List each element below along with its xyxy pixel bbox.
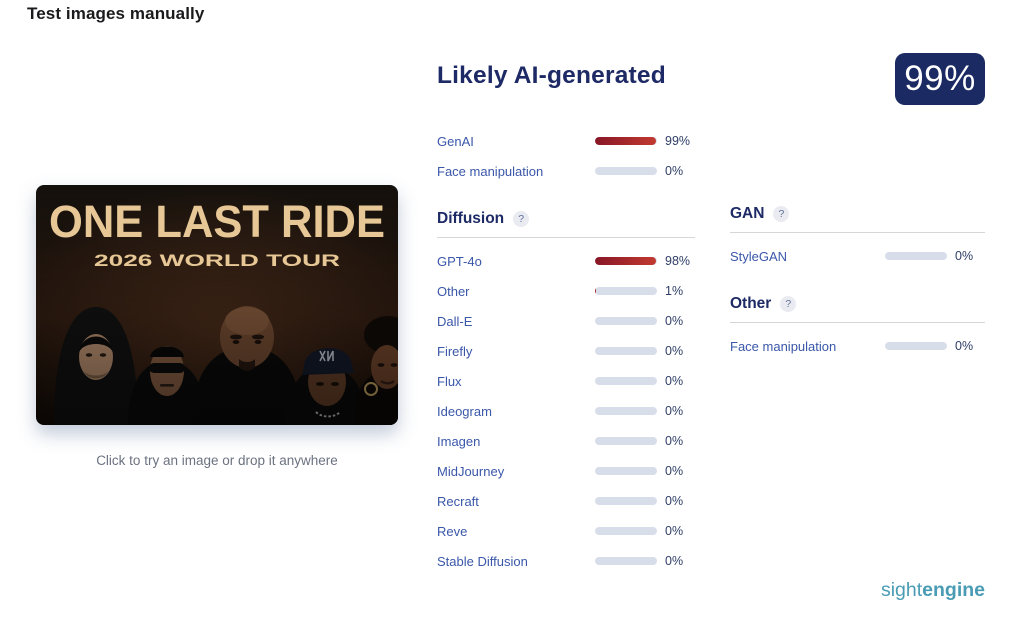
score-row-reve: Reve 0% <box>437 516 695 546</box>
score-percent: 0% <box>665 314 684 328</box>
score-bar <box>595 347 657 355</box>
sightengine-logo[interactable]: sightengine <box>881 579 985 602</box>
poster-subtitle-text: 2026 WORLD TOUR <box>94 251 340 270</box>
section-header-other: Other ? <box>730 295 985 323</box>
score-bar <box>595 527 657 535</box>
score-percent: 0% <box>665 554 684 568</box>
model-label: Firefly <box>437 343 473 359</box>
verdict-heading: Likely AI-generated <box>437 62 666 89</box>
other-score-rows: Face manipulation 0% <box>730 331 985 361</box>
score-bar <box>595 287 657 295</box>
uploaded-image-preview[interactable]: ONE LAST RIDE 2026 WORLD TOUR <box>36 185 398 425</box>
score-bar-fill <box>595 257 656 265</box>
model-label: Reve <box>437 523 468 539</box>
score-percent: 0% <box>955 249 974 263</box>
image-uploader-dropzone[interactable]: ONE LAST RIDE 2026 WORLD TOUR Click to t… <box>36 185 398 468</box>
score-row-firefly: Firefly 0% <box>437 336 695 366</box>
score-bar <box>885 252 947 260</box>
score-row-genai: GenAI 99% <box>437 126 695 156</box>
score-bar <box>595 497 657 505</box>
score-bar <box>595 377 657 385</box>
results-panel-right: GAN ? StyleGAN 0% Other ? Face manipulati… <box>730 205 985 361</box>
section-header-gan: GAN ? <box>730 205 985 233</box>
section-gan: GAN ? StyleGAN 0% <box>730 205 985 271</box>
model-label: Imagen <box>437 433 481 449</box>
score-percent: 98% <box>665 254 691 268</box>
results-panel: Likely AI-generated GenAI 99% Face manipul… <box>437 62 695 576</box>
logo-text-light: sight <box>880 579 923 601</box>
score-percent: 0% <box>665 344 684 358</box>
score-percent: 0% <box>665 374 684 388</box>
score-percent: 99% <box>665 134 691 148</box>
section-title-gan: GAN <box>730 205 765 222</box>
score-bar <box>595 257 657 265</box>
score-percent: 0% <box>665 494 684 508</box>
score-percent: 0% <box>665 164 684 178</box>
model-label: Stable Diffusion <box>437 553 528 569</box>
gan-score-rows: StyleGAN 0% <box>730 241 985 271</box>
score-row-other: Other 1% <box>437 276 695 306</box>
model-label: Recraft <box>437 493 479 509</box>
summary-score-rows: GenAI 99% Face manipulation 0% <box>437 126 695 186</box>
help-icon[interactable]: ? <box>780 296 797 312</box>
score-bar <box>885 342 947 350</box>
score-percent: 0% <box>665 434 684 448</box>
model-label: StyleGAN <box>730 248 788 264</box>
poster-title-text: ONE LAST RIDE <box>49 196 385 247</box>
score-bar-fill <box>595 137 657 145</box>
diffusion-score-rows: GPT-4o 98% Other 1% Dall-E 0% Firefly 0% Flux 0% I… <box>437 246 695 576</box>
model-label: GenAI <box>437 133 474 149</box>
score-bar <box>595 467 657 475</box>
section-other: Other ? Face manipulation 0% <box>730 295 985 361</box>
overall-score-badge: 99% <box>895 53 985 105</box>
score-row-face-manipulation: Face manipulation 0% <box>437 156 695 186</box>
score-bar <box>595 557 657 565</box>
page-title: Test images manually <box>27 4 205 23</box>
score-row-dall-e: Dall-E 0% <box>437 306 695 336</box>
score-bar <box>595 407 657 415</box>
score-percent: 0% <box>665 404 684 418</box>
section-title-other: Other <box>730 295 772 312</box>
tour-poster-image: ONE LAST RIDE 2026 WORLD TOUR <box>36 185 398 425</box>
score-percent: 0% <box>665 524 684 538</box>
score-percent: 1% <box>665 284 684 298</box>
model-label: MidJourney <box>437 463 505 479</box>
score-bar-fill <box>595 287 596 295</box>
score-percent: 0% <box>665 464 684 478</box>
score-row-stable-diffusion: Stable Diffusion 0% <box>437 546 695 576</box>
model-label: Flux <box>437 373 462 389</box>
model-label: Face manipulation <box>730 338 837 354</box>
score-bar <box>595 167 657 175</box>
score-bar <box>595 317 657 325</box>
score-bar <box>595 137 657 145</box>
poster-vignette <box>36 185 398 425</box>
score-row-imagen: Imagen 0% <box>437 426 695 456</box>
model-label: Other <box>437 283 470 299</box>
help-icon[interactable]: ? <box>773 206 790 222</box>
score-row-gpt-4o: GPT-4o 98% <box>437 246 695 276</box>
model-label: Face manipulation <box>437 163 544 179</box>
score-row-ideogram: Ideogram 0% <box>437 396 695 426</box>
score-percent: 0% <box>955 339 974 353</box>
help-icon[interactable]: ? <box>513 211 530 227</box>
uploader-caption: Click to try an image or drop it anywher… <box>96 453 338 468</box>
model-label: Ideogram <box>437 403 492 419</box>
score-bar <box>595 437 657 445</box>
score-row-flux: Flux 0% <box>437 366 695 396</box>
logo-text-bold: engine <box>922 579 985 601</box>
score-row-stylegan: StyleGAN 0% <box>730 241 985 271</box>
section-diffusion: Diffusion ? GPT-4o 98% Other 1% Dall-E 0% Fire… <box>437 210 695 576</box>
model-label: GPT-4o <box>437 253 482 269</box>
score-row-face-manipulation: Face manipulation 0% <box>730 331 985 361</box>
section-title-diffusion: Diffusion <box>437 210 505 227</box>
score-row-midjourney: MidJourney 0% <box>437 456 695 486</box>
model-label: Dall-E <box>437 313 473 329</box>
score-row-recraft: Recraft 0% <box>437 486 695 516</box>
section-header-diffusion: Diffusion ? <box>437 210 695 238</box>
